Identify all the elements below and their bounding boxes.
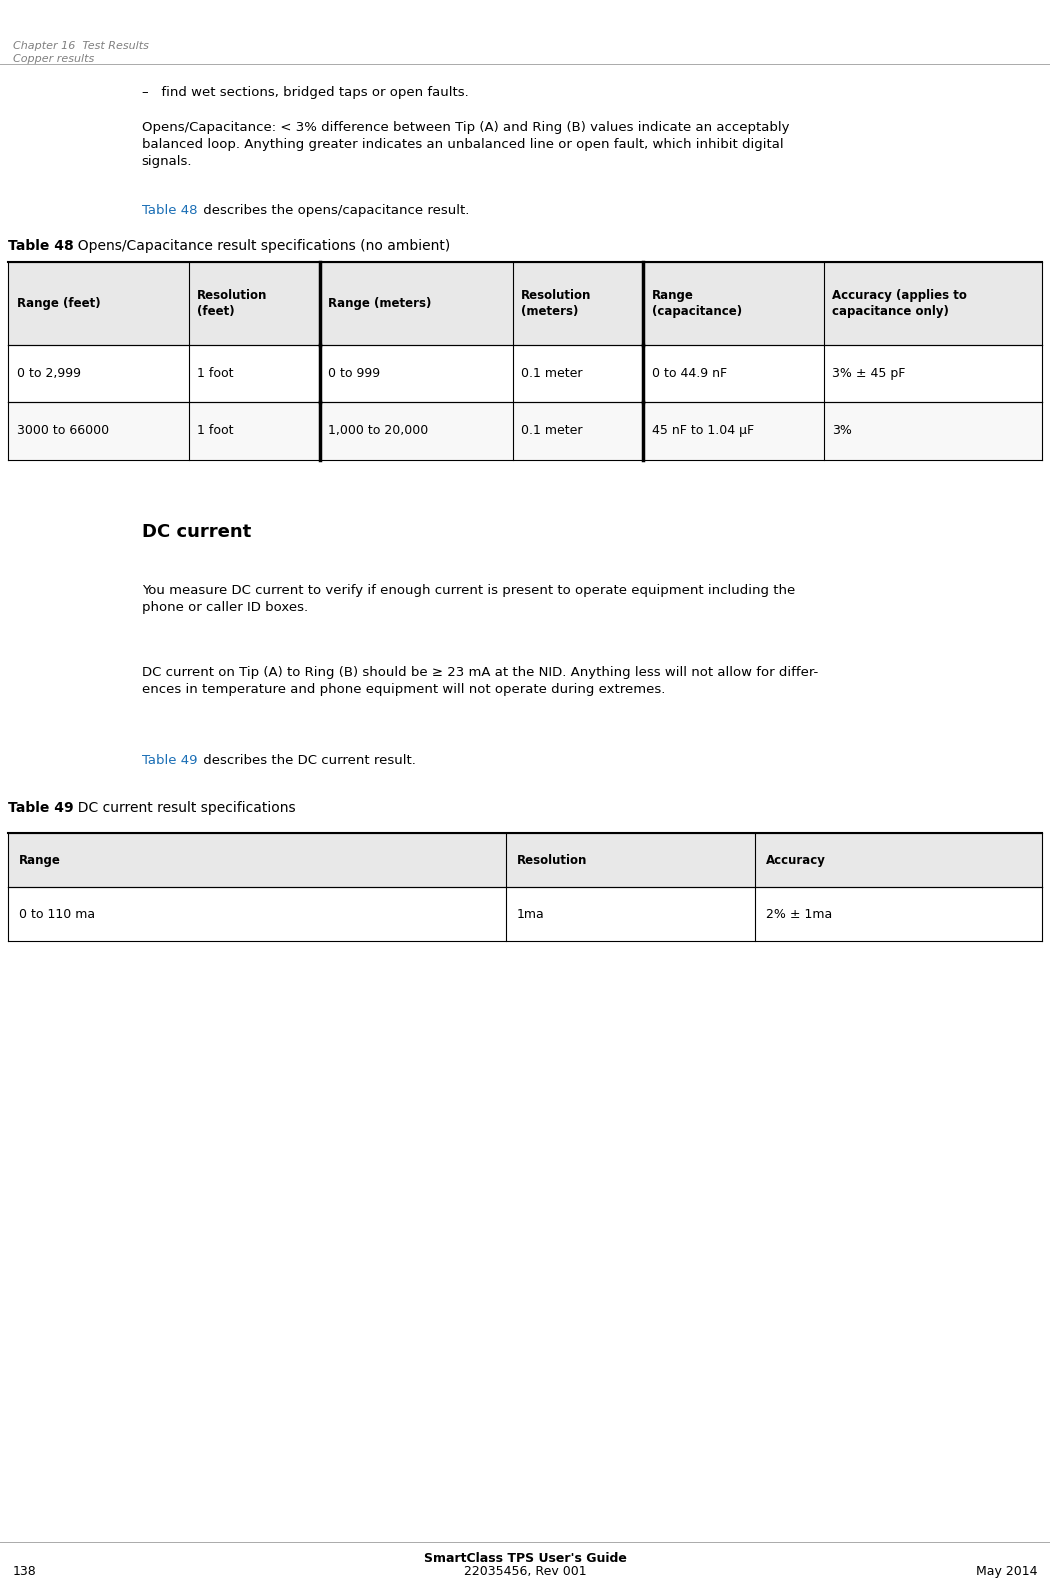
Bar [8, 402, 189, 460]
Text: 3% ± 45 pF: 3% ± 45 pF [833, 367, 905, 380]
Text: 0.1 meter: 0.1 meter [521, 367, 583, 380]
Text: Table 49: Table 49 [8, 801, 74, 816]
Bar [8, 262, 189, 345]
Bar [755, 833, 1042, 887]
Text: Resolution
(meters): Resolution (meters) [521, 289, 591, 318]
Bar [644, 345, 824, 402]
Bar [644, 402, 824, 460]
Bar [824, 402, 1042, 460]
Bar [512, 402, 644, 460]
Text: describes the DC current result.: describes the DC current result. [198, 754, 416, 766]
Text: 0 to 44.9 nF: 0 to 44.9 nF [652, 367, 727, 380]
Text: Resolution
(feet): Resolution (feet) [197, 289, 268, 318]
Text: Range (feet): Range (feet) [17, 297, 101, 310]
Text: Opens/Capacitance: < 3% difference between Tip (A) and Ring (B) values indicate : Opens/Capacitance: < 3% difference betwe… [142, 121, 790, 169]
Bar [189, 345, 319, 402]
Text: 45 nF to 1.04 µF: 45 nF to 1.04 µF [652, 425, 754, 437]
Text: Range
(capacitance): Range (capacitance) [652, 289, 741, 318]
Bar [319, 262, 512, 345]
Text: Accuracy: Accuracy [765, 854, 825, 867]
Text: DC current: DC current [142, 523, 251, 541]
Bar [644, 262, 824, 345]
Text: DC current on Tip (A) to Ring (B) should be ≥ 23 mA at the NID. Anything less wi: DC current on Tip (A) to Ring (B) should… [142, 666, 818, 696]
Bar [8, 345, 189, 402]
Text: Range: Range [19, 854, 61, 867]
Bar [189, 402, 319, 460]
Bar [824, 345, 1042, 402]
Text: 1 foot: 1 foot [197, 367, 234, 380]
Text: 138: 138 [13, 1565, 37, 1577]
Bar [755, 887, 1042, 941]
Bar [8, 833, 506, 887]
Bar [189, 262, 319, 345]
Text: 3000 to 66000: 3000 to 66000 [17, 425, 109, 437]
Text: 1,000 to 20,000: 1,000 to 20,000 [328, 425, 428, 437]
Text: 0 to 110 ma: 0 to 110 ma [19, 908, 96, 921]
Text: 0 to 999: 0 to 999 [328, 367, 380, 380]
Text: You measure DC current to verify if enough current is present to operate equipme: You measure DC current to verify if enou… [142, 584, 795, 614]
Text: Table 48: Table 48 [8, 238, 75, 253]
Bar [319, 345, 512, 402]
Text: Resolution: Resolution [517, 854, 587, 867]
Text: 22035456, Rev 001: 22035456, Rev 001 [464, 1565, 586, 1577]
Bar [506, 833, 755, 887]
Bar [512, 345, 644, 402]
Text: 0 to 2,999: 0 to 2,999 [17, 367, 81, 380]
Text: Table 48: Table 48 [142, 204, 197, 216]
Bar [8, 887, 506, 941]
Text: Copper results: Copper results [13, 54, 93, 64]
Text: SmartClass TPS User's Guide: SmartClass TPS User's Guide [423, 1552, 627, 1565]
Text: Chapter 16  Test Results: Chapter 16 Test Results [13, 41, 148, 51]
Bar [824, 262, 1042, 345]
Text: –   find wet sections, bridged taps or open faults.: – find wet sections, bridged taps or ope… [142, 86, 468, 99]
Bar [319, 402, 512, 460]
Text: 0.1 meter: 0.1 meter [521, 425, 583, 437]
Text: 1 foot: 1 foot [197, 425, 234, 437]
Text: Table 49: Table 49 [142, 754, 197, 766]
Bar [512, 262, 644, 345]
Text: DC current result specifications: DC current result specifications [69, 801, 295, 816]
Text: 3%: 3% [833, 425, 852, 437]
Text: Range (meters): Range (meters) [328, 297, 432, 310]
Text: Accuracy (applies to
capacitance only): Accuracy (applies to capacitance only) [833, 289, 967, 318]
Text: May 2014: May 2014 [975, 1565, 1037, 1577]
Text: Opens/Capacitance result specifications (no ambient): Opens/Capacitance result specifications … [69, 238, 450, 253]
Text: 2% ± 1ma: 2% ± 1ma [765, 908, 832, 921]
Text: 1ma: 1ma [517, 908, 545, 921]
Bar [506, 887, 755, 941]
Text: describes the opens/capacitance result.: describes the opens/capacitance result. [198, 204, 469, 216]
